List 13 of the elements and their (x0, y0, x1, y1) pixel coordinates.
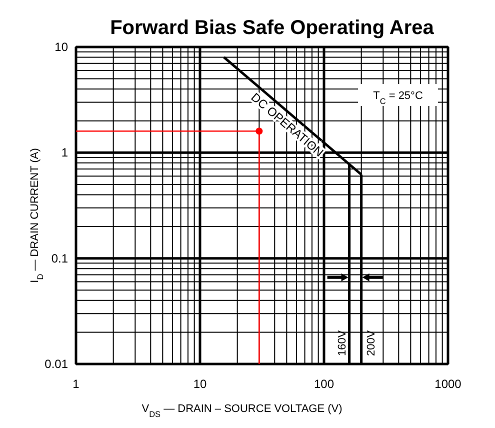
x-axis-title: V$_{DS}$ — DRAIN – SOURCE VOLTAGE (V) (142, 403, 342, 418)
x-tick-label: 10 (193, 377, 207, 391)
text: 160V (336, 330, 348, 356)
x-tick-label: 100 (314, 377, 334, 391)
x-tick-label: 1000 (434, 377, 462, 391)
y-tick-label: 0.1 (51, 251, 68, 266)
y-tick-label: 0.01 (44, 357, 68, 371)
chart-title: Forward Bias Safe Operating Area (110, 17, 435, 39)
annotation: T$_{C}$ = 25°C (373, 90, 423, 106)
y-tick-label: 1 (61, 146, 68, 160)
y-tick-label: 10 (54, 40, 68, 54)
x-tick-label: 1 (72, 377, 80, 391)
text: 200V (365, 330, 378, 356)
